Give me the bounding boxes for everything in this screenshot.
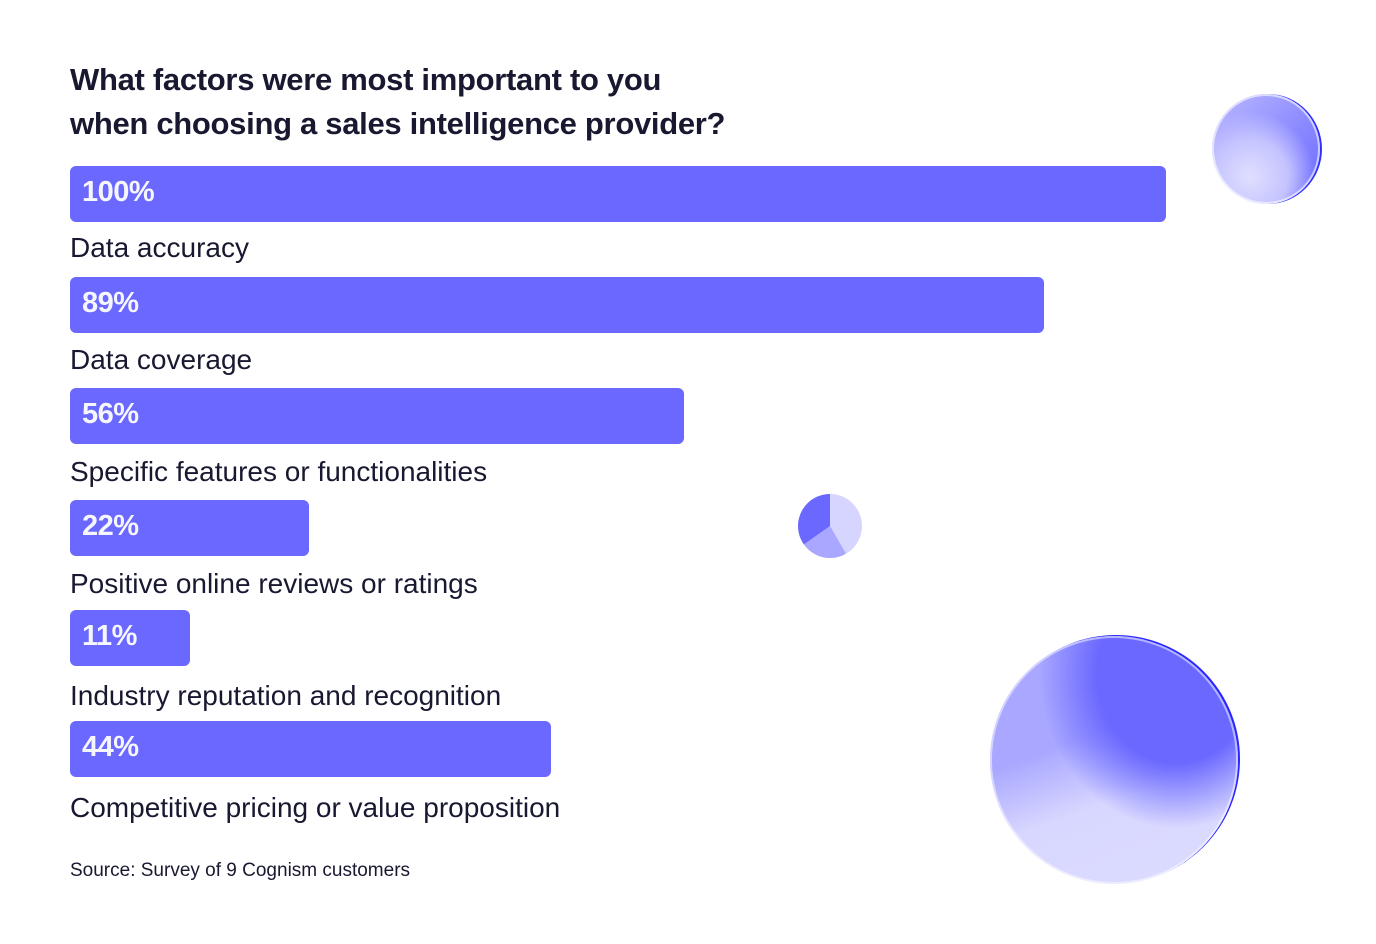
- bar-value: 89%: [82, 287, 139, 319]
- bar-value: 22%: [82, 510, 139, 542]
- category-label: Data accuracy: [70, 232, 249, 263]
- decorative-orb-middle: [798, 494, 862, 558]
- category-label: Specific features or functionalities: [70, 456, 488, 487]
- bar-online-reviews: 22%: [70, 500, 309, 556]
- category-label: Data coverage: [70, 344, 253, 375]
- category-label: Positive online reviews or ratings: [70, 568, 478, 599]
- bar-value: 56%: [82, 398, 139, 430]
- bar-specific-features: 56%: [70, 388, 684, 444]
- chart-title-line-2: when choosing a sales intelligence provi…: [70, 106, 726, 141]
- bar-data-coverage: 89%: [70, 277, 1044, 333]
- source-note: Source: Survey of 9 Cognism customers: [70, 860, 411, 881]
- bar-value: 44%: [82, 731, 139, 763]
- chart-title: What factors were most important to you …: [70, 58, 970, 146]
- category-label: Industry reputation and recognition: [70, 680, 502, 711]
- bar-value: 100%: [82, 176, 155, 208]
- decorative-orb-top-right: [1212, 94, 1320, 204]
- category-label: Competitive pricing or value proposition: [70, 792, 561, 823]
- chart-title-line-1: What factors were most important to you: [70, 62, 662, 97]
- bar-value: 11%: [82, 620, 137, 652]
- decorative-orb-bottom-right: [990, 636, 1238, 884]
- bar-data-accuracy: 100%: [70, 166, 1166, 222]
- bar-competitive-pricing: 44%: [70, 721, 551, 777]
- bar-industry-reputation: 11%: [70, 610, 190, 666]
